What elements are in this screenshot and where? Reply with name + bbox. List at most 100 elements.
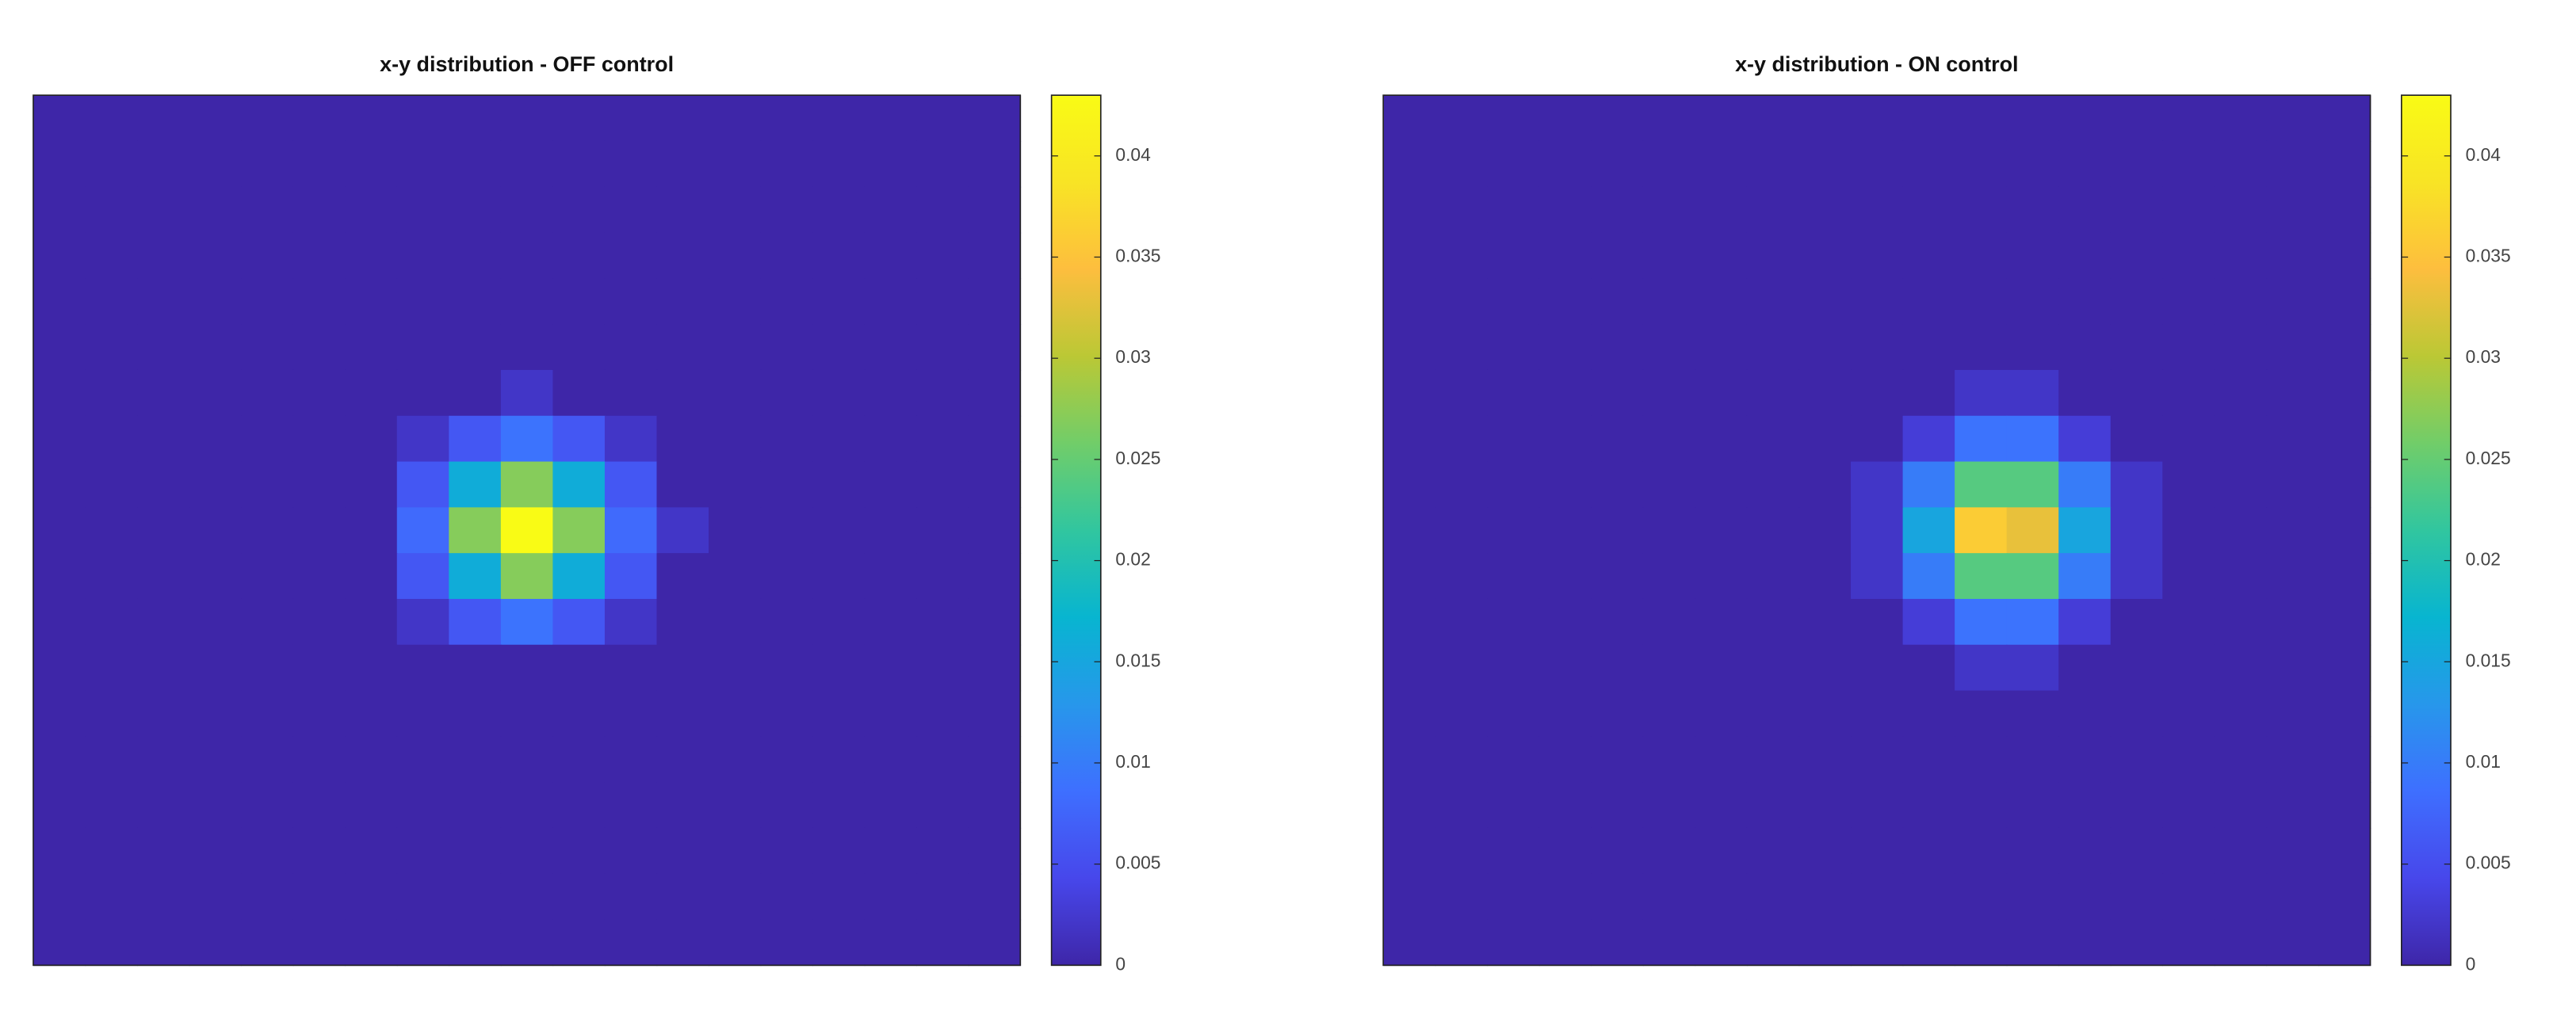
heatmap-cell bbox=[2110, 232, 2164, 280]
heatmap-cell bbox=[2058, 553, 2112, 600]
heatmap-cell bbox=[968, 644, 1022, 692]
heatmap-cell bbox=[1642, 369, 1696, 417]
heatmap-cell bbox=[1642, 461, 1696, 509]
heatmap-cell bbox=[1383, 95, 1436, 142]
heatmap-cell bbox=[1746, 782, 1800, 829]
heatmap-cell bbox=[292, 736, 346, 783]
heatmap-cell bbox=[2162, 782, 2215, 829]
heatmap-cell bbox=[2006, 873, 2060, 921]
heatmap-cell bbox=[1695, 507, 1748, 554]
heatmap-cell bbox=[1383, 553, 1436, 600]
heatmap-cell bbox=[2214, 369, 2268, 417]
heatmap-cell bbox=[241, 919, 294, 967]
heatmap-cell bbox=[292, 644, 346, 692]
heatmap-cell bbox=[396, 140, 450, 188]
heatmap-cell bbox=[241, 644, 294, 692]
heatmap-cell bbox=[2058, 736, 2112, 783]
heatmap-cell bbox=[760, 827, 813, 875]
heatmap-cell bbox=[241, 415, 294, 463]
heatmap-cell bbox=[137, 232, 190, 280]
heatmap-cell bbox=[2058, 95, 2112, 142]
heatmap-cell bbox=[604, 324, 658, 371]
heatmap-cell bbox=[1487, 919, 1540, 967]
heatmap-cell bbox=[552, 782, 606, 829]
heatmap-cell bbox=[968, 598, 1022, 646]
heatmap-cell bbox=[760, 507, 813, 554]
heatmap-cell bbox=[1851, 186, 1904, 234]
heatmap-cell bbox=[2006, 690, 2060, 738]
heatmap-cell bbox=[2006, 415, 2060, 463]
heatmap-cell bbox=[864, 186, 918, 234]
heatmap-cell bbox=[1383, 782, 1436, 829]
heatmap-cell bbox=[1591, 690, 1644, 738]
heatmap-cell bbox=[2162, 690, 2215, 738]
heatmap-cell bbox=[1591, 415, 1644, 463]
heatmap-cell bbox=[1851, 919, 1904, 967]
heatmap-cell bbox=[968, 95, 1022, 142]
heatmap-cell bbox=[1487, 507, 1540, 554]
colorbar-tick-label: 0 bbox=[1115, 953, 1126, 974]
colorbar-tick-label: 0.01 bbox=[2466, 751, 2501, 772]
heatmap-cell bbox=[1746, 324, 1800, 371]
heatmap-cell bbox=[1591, 919, 1644, 967]
heatmap-cell bbox=[1955, 461, 2008, 509]
heatmap-cell bbox=[916, 644, 969, 692]
heatmap-cell bbox=[1851, 507, 1904, 554]
heatmap-cell bbox=[864, 95, 918, 142]
heatmap-cell bbox=[1591, 827, 1644, 875]
heatmap-cell bbox=[2266, 95, 2319, 142]
heatmap-cell bbox=[812, 461, 866, 509]
heatmap-cell bbox=[1695, 461, 1748, 509]
heatmap-cell bbox=[552, 827, 606, 875]
heatmap-cell bbox=[2006, 553, 2060, 600]
heatmap-cell bbox=[1851, 598, 1904, 646]
heatmap-cell bbox=[449, 369, 502, 417]
heatmap-cell bbox=[2110, 461, 2164, 509]
heatmap-cell bbox=[2214, 690, 2268, 738]
heatmap-cell bbox=[1435, 827, 1489, 875]
heatmap-cell bbox=[760, 644, 813, 692]
colorbar-tick-label: 0 bbox=[2466, 953, 2476, 974]
heatmap-cell bbox=[396, 415, 450, 463]
heatmap-cell bbox=[656, 644, 709, 692]
heatmap-cell bbox=[709, 644, 762, 692]
heatmap-cell bbox=[292, 873, 346, 921]
heatmap-cell bbox=[1798, 736, 1852, 783]
heatmap-cell bbox=[2110, 873, 2164, 921]
heatmap-cell bbox=[812, 644, 866, 692]
heatmap-cell bbox=[137, 644, 190, 692]
heatmap-cell bbox=[916, 461, 969, 509]
heatmap-cell bbox=[1642, 186, 1696, 234]
heatmap-cell bbox=[812, 278, 866, 325]
heatmap-cell bbox=[85, 95, 138, 142]
heatmap-cell bbox=[968, 461, 1022, 509]
heatmap-cell bbox=[1642, 827, 1696, 875]
heatmap-cell bbox=[812, 690, 866, 738]
heatmap-cell bbox=[1902, 278, 1955, 325]
heatmap-cell bbox=[604, 553, 658, 600]
heatmap-cell bbox=[241, 507, 294, 554]
heatmap-cell bbox=[137, 553, 190, 600]
heatmap-cell bbox=[1435, 690, 1489, 738]
heatmap-cell bbox=[760, 736, 813, 783]
heatmap-cell bbox=[1591, 140, 1644, 188]
heatmap-cell bbox=[968, 369, 1022, 417]
heatmap-cell bbox=[241, 369, 294, 417]
heatmap-cell bbox=[968, 690, 1022, 738]
heatmap-cell bbox=[137, 736, 190, 783]
heatmap-cell bbox=[656, 782, 709, 829]
heatmap-cell bbox=[2058, 186, 2112, 234]
heatmap-cell bbox=[2318, 598, 2372, 646]
heatmap-cell bbox=[2006, 598, 2060, 646]
heatmap-cell bbox=[1642, 507, 1696, 554]
heatmap-cell bbox=[604, 415, 658, 463]
heatmap-cell bbox=[1902, 415, 1955, 463]
heatmap-cell bbox=[32, 324, 86, 371]
heatmap-cell bbox=[812, 415, 866, 463]
heatmap-cell bbox=[1642, 690, 1696, 738]
heatmap-cell bbox=[709, 919, 762, 967]
heatmap-cell bbox=[864, 140, 918, 188]
heatmap-cell bbox=[1538, 232, 1592, 280]
heatmap-cell bbox=[189, 919, 242, 967]
heatmap-cell bbox=[1538, 782, 1592, 829]
